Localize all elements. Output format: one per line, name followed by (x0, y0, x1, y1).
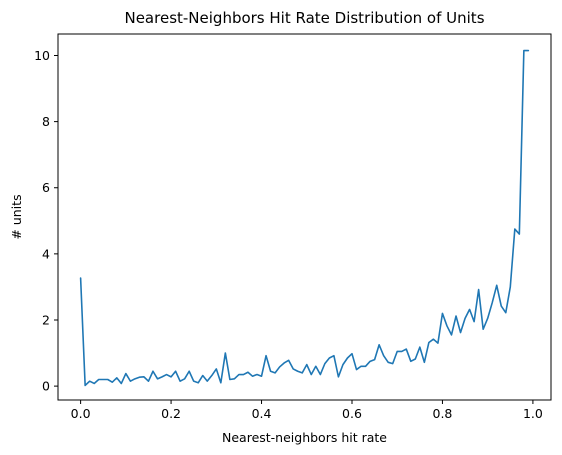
y-tick-label: 6 (42, 180, 50, 195)
x-tick-label: 0.4 (252, 406, 272, 421)
axes-frame (57, 33, 552, 401)
y-axis: 0 2 4 6 8 10 (34, 48, 58, 394)
chart-title: Nearest-Neighbors Hit Rate Distribution … (124, 9, 484, 27)
x-tick-label: 0.6 (342, 406, 362, 421)
y-tick-label: 4 (42, 246, 50, 261)
x-axis-label: Nearest-neighbors hit rate (222, 430, 387, 445)
x-tick-label: 0.2 (161, 406, 181, 421)
y-tick-label: 2 (42, 312, 50, 327)
y-tick-label: 0 (42, 379, 50, 394)
y-tick-label: 8 (42, 114, 50, 129)
series-line (79, 49, 530, 387)
y-axis-label: # units (9, 194, 24, 239)
x-tick-label: 1.0 (523, 406, 543, 421)
x-tick-label: 0.8 (433, 406, 453, 421)
plot-area: 0.0 0.2 0.4 0.6 0.8 1.0 0 2 4 6 8 10 (34, 33, 552, 421)
x-axis: 0.0 0.2 0.4 0.6 0.8 1.0 (71, 400, 543, 421)
x-tick-label: 0.0 (71, 406, 91, 421)
y-tick-label: 10 (34, 48, 50, 63)
